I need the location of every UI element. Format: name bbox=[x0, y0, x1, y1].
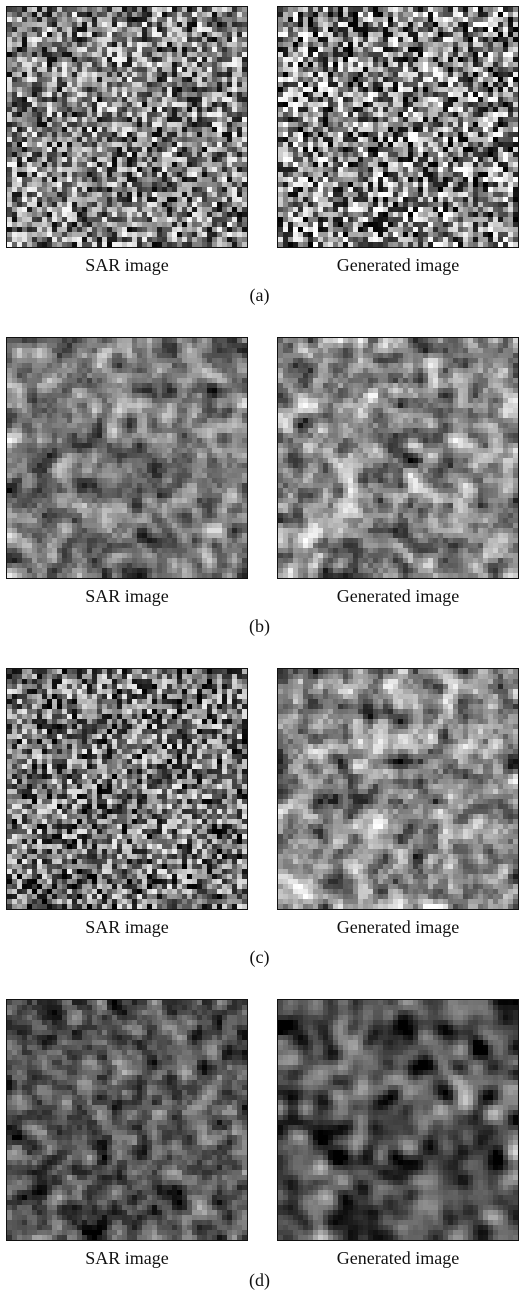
sar-image-label: SAR image bbox=[85, 255, 169, 275]
sar-image-label: SAR image bbox=[85, 586, 169, 606]
generated-image-d bbox=[277, 999, 519, 1241]
subfigure-label-a: (a) bbox=[249, 285, 270, 305]
generated-image-b bbox=[277, 337, 519, 579]
sar-image-b-texture bbox=[7, 338, 247, 578]
sar-image-label: SAR image bbox=[85, 917, 169, 937]
sar-image-label: SAR image bbox=[85, 1248, 169, 1268]
generated-image-label: Generated image bbox=[336, 1248, 460, 1268]
subfigure-label-b: (b) bbox=[249, 616, 270, 636]
generated-image-a-texture bbox=[278, 7, 518, 247]
generated-image-d-texture bbox=[278, 1000, 518, 1240]
sar-image-a bbox=[6, 6, 248, 248]
generated-image-a bbox=[277, 6, 519, 248]
sar-image-c bbox=[6, 668, 248, 910]
generated-image-b-texture bbox=[278, 338, 518, 578]
generated-image-c bbox=[277, 668, 519, 910]
generated-image-label: Generated image bbox=[336, 586, 460, 606]
generated-image-label: Generated image bbox=[336, 917, 460, 937]
sar-image-d bbox=[6, 999, 248, 1241]
sar-image-b bbox=[6, 337, 248, 579]
sar-image-c-texture bbox=[7, 669, 247, 909]
subfigure-label-c: (c) bbox=[249, 947, 270, 967]
sar-image-d-texture bbox=[7, 1000, 247, 1240]
generated-image-label: Generated image bbox=[336, 255, 460, 275]
sar-image-a-texture bbox=[7, 7, 247, 247]
generated-image-c-texture bbox=[278, 669, 518, 909]
subfigure-label-d: (d) bbox=[249, 1270, 270, 1290]
